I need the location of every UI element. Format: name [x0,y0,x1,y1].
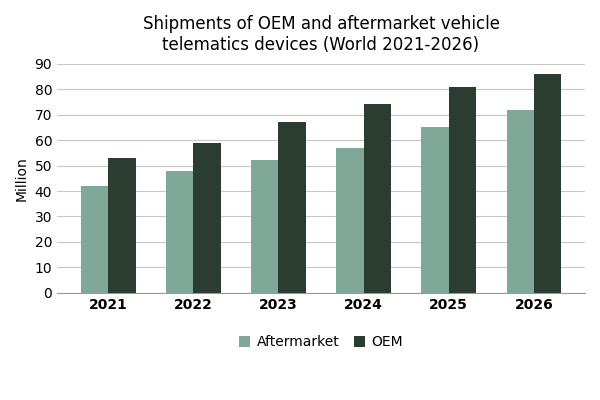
Title: Shipments of OEM and aftermarket vehicle
telematics devices (World 2021-2026): Shipments of OEM and aftermarket vehicle… [143,15,500,54]
Bar [337,148,364,293]
Bar [364,104,391,293]
Bar [534,74,561,293]
Bar [449,87,476,293]
Bar [108,158,136,293]
Bar [166,171,193,293]
Bar [251,160,278,293]
Bar [81,186,108,293]
Bar [421,127,449,293]
Bar [506,110,534,293]
Legend: Aftermarket, OEM: Aftermarket, OEM [233,330,409,355]
Bar [278,122,306,293]
Bar [193,143,221,293]
Y-axis label: Million: Million [15,156,29,201]
